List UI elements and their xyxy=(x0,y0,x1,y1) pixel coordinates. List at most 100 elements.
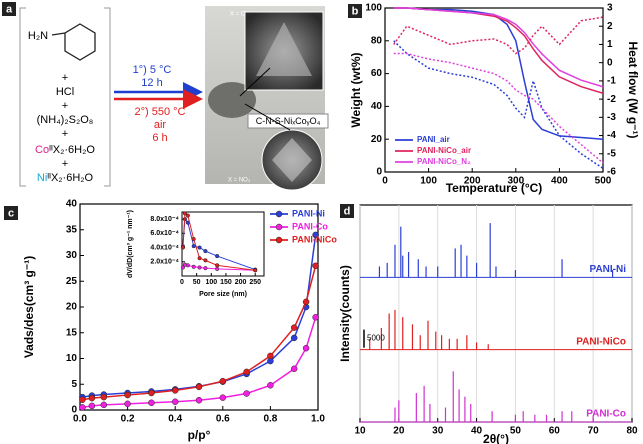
data-point xyxy=(171,398,179,406)
data-point xyxy=(191,264,196,269)
x-tick-label: 200 xyxy=(235,279,247,286)
legend-label: PANI-Ni xyxy=(292,208,325,218)
data-point xyxy=(290,365,298,373)
data-point xyxy=(203,249,208,254)
y2-tick-label: -4 xyxy=(607,130,616,141)
x-tick-label: 0.2 xyxy=(121,414,135,425)
y-tick-label: 100 xyxy=(365,3,382,14)
data-point xyxy=(79,396,86,403)
salt: ᴵᴵX₂·6H₂O xyxy=(49,144,95,156)
x-tick-label: 0 xyxy=(180,279,184,286)
pointer xyxy=(239,67,271,97)
y2-tick-label: -6 xyxy=(607,167,616,178)
y-tick-label: 40 xyxy=(371,101,383,112)
data-point xyxy=(100,393,108,401)
data-point xyxy=(203,266,208,271)
x-axis-title: Temperature (°C) xyxy=(446,181,543,195)
y2-axis-title: Heat flow (W g⁻¹) xyxy=(626,42,640,139)
x-axis-title: 2θ(°) xyxy=(483,432,509,444)
x-tick-label: 200 xyxy=(464,176,481,187)
legend-marker xyxy=(275,223,283,231)
reagent: CoᴵᴵX₂·6H₂O xyxy=(35,144,95,156)
amine: H₂N xyxy=(28,30,48,42)
data-point xyxy=(182,211,187,216)
data-point xyxy=(195,396,203,404)
x-tick-label: 100 xyxy=(420,176,437,187)
plus: + xyxy=(62,72,68,84)
y-tick-label: 2.0x10⁻⁴ xyxy=(150,259,179,266)
bracket xyxy=(19,7,111,187)
panel-badge xyxy=(348,4,362,18)
y2-tick-label: -5 xyxy=(607,148,616,159)
data-point xyxy=(88,394,96,402)
x-axis-title: Pore size (nm) xyxy=(199,291,247,298)
data-point xyxy=(180,245,185,250)
x-tick-label: 0.6 xyxy=(216,414,230,425)
step: 6 h xyxy=(152,132,167,144)
x-tick-label: 0.0 xyxy=(73,414,87,425)
data-point xyxy=(267,352,274,360)
y-tick-label: 60 xyxy=(371,68,383,79)
data-point xyxy=(100,401,108,409)
series-line xyxy=(393,7,604,88)
x-tick-label: 100 xyxy=(205,279,217,286)
x-tick-label: 150 xyxy=(220,279,232,286)
data-point xyxy=(312,314,319,321)
y-tick-label: 35 xyxy=(66,224,78,235)
photo-label: X = Cl xyxy=(230,12,247,18)
series-line xyxy=(393,40,604,169)
plot-frame xyxy=(384,7,604,173)
bond xyxy=(51,32,66,36)
series-label: PANI-Co xyxy=(586,409,626,420)
data-point xyxy=(243,368,250,376)
y2-tick-label: -1 xyxy=(607,76,616,87)
pointer xyxy=(244,103,291,131)
data-point xyxy=(197,265,202,270)
y2-tick-label: 1 xyxy=(607,39,613,50)
reagent: NiᴵᴵX₂·6H₂O xyxy=(37,172,94,184)
legend-label: PANI-Co xyxy=(292,221,328,231)
crystal xyxy=(272,138,312,182)
data-point xyxy=(79,404,86,411)
y-tick-label: 4.0x10⁻⁴ xyxy=(150,244,179,251)
data-point xyxy=(215,254,220,259)
scale-bar-label: 5000 xyxy=(367,334,385,343)
data-point xyxy=(148,399,155,407)
step: air xyxy=(154,119,167,131)
legend-marker xyxy=(275,236,283,244)
data-point xyxy=(215,263,220,268)
data-point xyxy=(171,387,179,394)
x-tick-label: 10 xyxy=(354,426,366,437)
legend-label: PANI-NiCo_air xyxy=(417,146,471,155)
plus: + xyxy=(62,128,68,140)
x-tick-label: 80 xyxy=(626,426,638,437)
data-point xyxy=(195,383,203,391)
y-tick-label: 25 xyxy=(66,276,78,287)
y-axis-title: Intensity(counts) xyxy=(338,265,352,362)
y-tick-label: 40 xyxy=(66,199,78,210)
data-point xyxy=(312,262,319,270)
y-tick-label: 6.0x10⁻⁴ xyxy=(150,230,179,237)
step: 2°) 550 °C xyxy=(135,106,186,118)
y-tick-label: 0 xyxy=(71,405,77,416)
data-point xyxy=(215,266,220,271)
legend-label: PANI_air xyxy=(417,135,450,144)
scheme: a H₂N + HCl + (NH₄)₂S₂O₈ + CoᴵᴵX₂·6H₂O +… xyxy=(2,2,329,191)
metal: Ni xyxy=(37,172,47,184)
legend-marker xyxy=(275,210,283,218)
data-point xyxy=(219,377,227,385)
step: 1°) 5 °C xyxy=(133,64,172,76)
x-tick-label: 0.8 xyxy=(263,414,277,425)
y-axis-title: Vads/des(cm³ g⁻¹) xyxy=(22,256,36,358)
x-axis-title: p/p° xyxy=(188,428,211,442)
y2-tick-label: 0 xyxy=(607,57,613,68)
charts: 0 100 200 300 400 500020406080100-6-5-4-3-2-1… xyxy=(4,3,640,444)
panel-badge xyxy=(2,2,16,16)
data-point xyxy=(197,256,202,261)
y-tick-label: 15 xyxy=(66,327,78,338)
x-tick-label: 70 xyxy=(588,426,600,437)
panel-label: a xyxy=(6,3,13,15)
data-point xyxy=(88,402,96,410)
y-tick-label: 0 xyxy=(376,167,382,178)
